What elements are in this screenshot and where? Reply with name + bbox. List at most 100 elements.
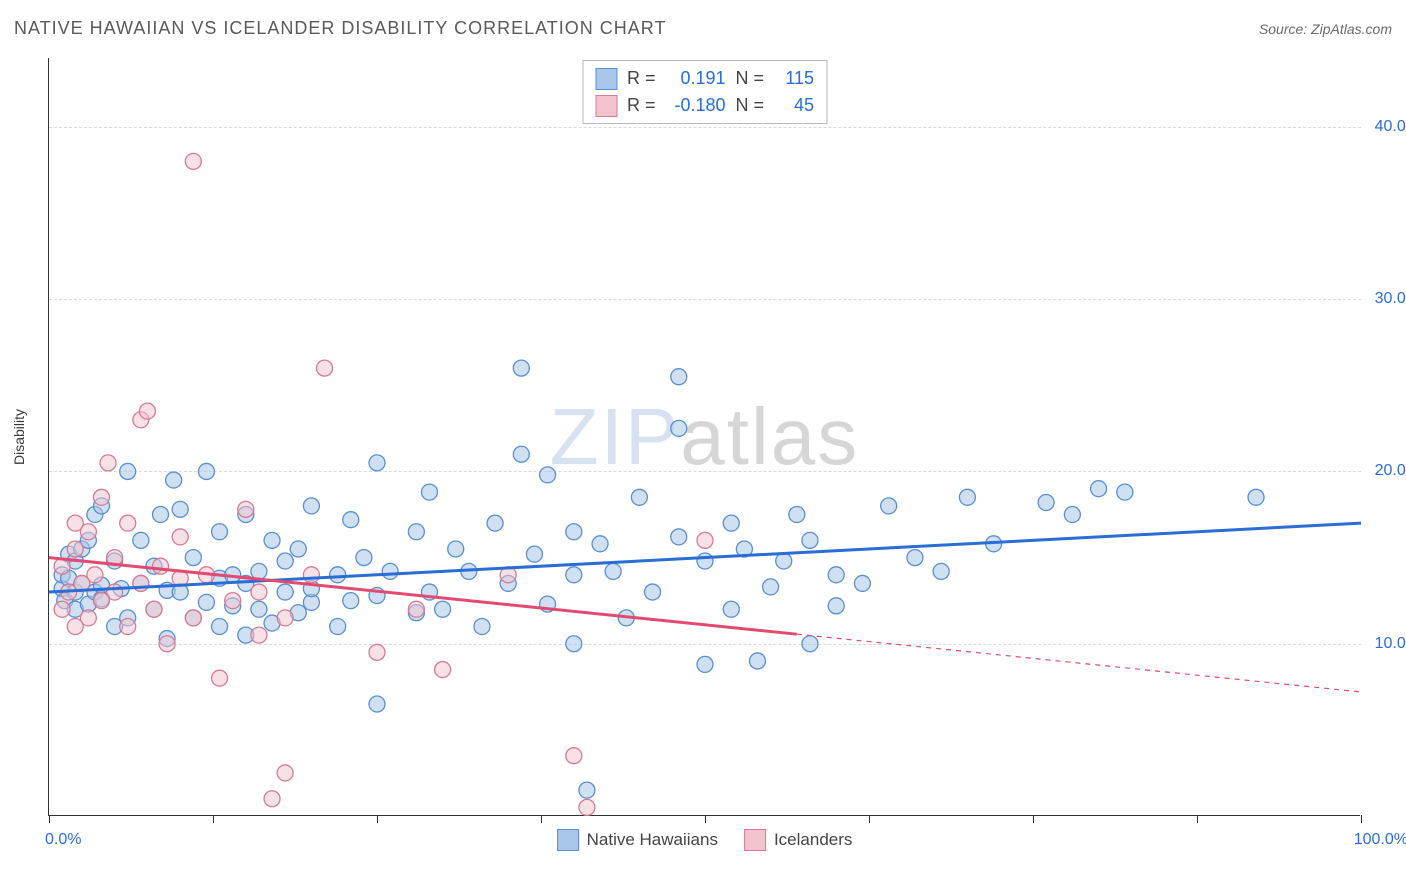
data-point: [153, 507, 169, 523]
source-label: Source:: [1259, 21, 1307, 37]
data-point: [198, 594, 214, 610]
x-tick: [1197, 815, 1198, 823]
stats-row-2: R = -0.180 N = 45: [595, 92, 814, 119]
data-point: [225, 593, 241, 609]
data-point: [1248, 489, 1264, 505]
data-point: [54, 601, 70, 617]
data-point: [133, 532, 149, 548]
x-tick: [49, 815, 50, 823]
legend-item-2: Icelanders: [744, 829, 852, 851]
swatch-series-1: [595, 68, 617, 90]
data-point: [933, 563, 949, 579]
x-tick: [869, 815, 870, 823]
data-point: [802, 532, 818, 548]
data-point: [592, 536, 608, 552]
data-point: [697, 532, 713, 548]
r-label: R =: [627, 92, 656, 119]
data-point: [1117, 484, 1133, 500]
n-label: N =: [736, 65, 765, 92]
data-point: [579, 799, 595, 815]
data-point: [93, 489, 109, 505]
data-point: [120, 619, 136, 635]
data-point: [435, 601, 451, 617]
data-point: [166, 472, 182, 488]
data-point: [513, 360, 529, 376]
data-point: [139, 403, 155, 419]
data-point: [120, 463, 136, 479]
title-bar: NATIVE HAWAIIAN VS ICELANDER DISABILITY …: [14, 18, 1392, 39]
data-point: [474, 619, 490, 635]
data-point: [107, 584, 123, 600]
data-point: [566, 748, 582, 764]
scatter-plot: [49, 58, 1361, 816]
x-tick: [1361, 815, 1362, 823]
data-point: [100, 455, 116, 471]
data-point: [238, 501, 254, 517]
data-point: [153, 558, 169, 574]
swatch-series-2: [595, 95, 617, 117]
x-tick: [705, 815, 706, 823]
x-axis-max-label: 100.0%: [1354, 831, 1406, 849]
data-point: [317, 360, 333, 376]
data-point: [1064, 507, 1080, 523]
data-point: [671, 369, 687, 385]
legend-swatch-2: [744, 829, 766, 851]
source-name: ZipAtlas.com: [1311, 21, 1392, 37]
data-point: [172, 529, 188, 545]
data-point: [671, 420, 687, 436]
legend-item-1: Native Hawaiians: [557, 829, 718, 851]
data-point: [133, 575, 149, 591]
data-point: [605, 563, 621, 579]
data-point: [421, 484, 437, 500]
data-point: [802, 636, 818, 652]
data-point: [277, 610, 293, 626]
data-point: [776, 553, 792, 569]
data-point: [120, 515, 136, 531]
data-point: [828, 598, 844, 614]
source-attribution: Source: ZipAtlas.com: [1259, 21, 1392, 37]
data-point: [251, 627, 267, 643]
legend-label-1: Native Hawaiians: [587, 830, 718, 850]
data-point: [185, 153, 201, 169]
data-point: [369, 696, 385, 712]
data-point: [277, 765, 293, 781]
data-point: [356, 550, 372, 566]
data-point: [212, 619, 228, 635]
r-value-2: -0.180: [666, 92, 726, 119]
data-point: [277, 584, 293, 600]
n-value-1: 115: [774, 65, 814, 92]
data-point: [907, 550, 923, 566]
data-point: [487, 515, 503, 531]
legend-swatch-1: [557, 829, 579, 851]
data-point: [212, 670, 228, 686]
n-label: N =: [736, 92, 765, 119]
data-point: [959, 489, 975, 505]
y-tick-label: 30.0%: [1365, 290, 1406, 308]
data-point: [172, 501, 188, 517]
data-point: [382, 563, 398, 579]
data-point: [343, 512, 359, 528]
data-point: [671, 529, 687, 545]
data-point: [251, 563, 267, 579]
data-point: [579, 782, 595, 798]
trend-line-extrapolated: [797, 634, 1361, 692]
data-point: [1038, 494, 1054, 510]
plot-area: Disability 10.0%20.0%30.0%40.0% ZIPatlas…: [48, 58, 1360, 816]
data-point: [212, 524, 228, 540]
data-point: [303, 567, 319, 583]
data-point: [67, 541, 83, 557]
y-tick-label: 20.0%: [1365, 462, 1406, 480]
y-axis-title: Disability: [11, 408, 27, 464]
data-point: [303, 498, 319, 514]
data-point: [763, 579, 779, 595]
x-axis-min-label: 0.0%: [45, 831, 81, 849]
data-point: [435, 662, 451, 678]
bottom-legend: Native Hawaiians Icelanders: [557, 829, 853, 851]
data-point: [343, 593, 359, 609]
r-value-1: 0.191: [666, 65, 726, 92]
data-point: [854, 575, 870, 591]
data-point: [448, 541, 464, 557]
data-point: [251, 584, 267, 600]
x-tick: [1033, 815, 1034, 823]
data-point: [513, 446, 529, 462]
